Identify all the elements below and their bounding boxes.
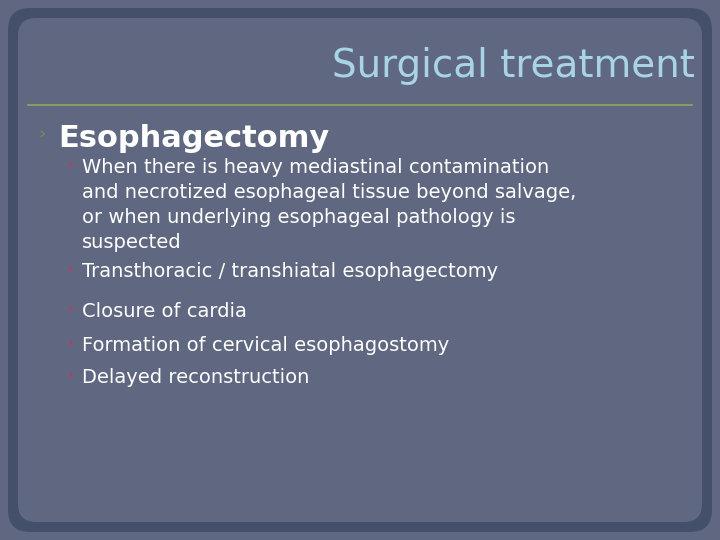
Text: ›: › (68, 368, 73, 382)
Text: Closure of cardia: Closure of cardia (82, 302, 247, 321)
Text: Delayed reconstruction: Delayed reconstruction (82, 368, 310, 387)
FancyBboxPatch shape (18, 18, 702, 522)
Text: ›: › (68, 262, 73, 276)
Text: ›: › (68, 302, 73, 316)
Text: Transthoracic / transhiatal esophagectomy: Transthoracic / transhiatal esophagectom… (82, 262, 498, 281)
FancyBboxPatch shape (8, 8, 712, 532)
Text: Surgical treatment: Surgical treatment (332, 47, 695, 85)
Text: Formation of cervical esophagostomy: Formation of cervical esophagostomy (82, 336, 449, 355)
Text: Esophagectomy: Esophagectomy (58, 124, 329, 153)
Text: ›: › (68, 158, 73, 172)
Text: ›: › (38, 125, 45, 143)
Text: ›: › (68, 336, 73, 350)
Text: When there is heavy mediastinal contamination
and necrotized esophageal tissue b: When there is heavy mediastinal contamin… (82, 158, 576, 252)
